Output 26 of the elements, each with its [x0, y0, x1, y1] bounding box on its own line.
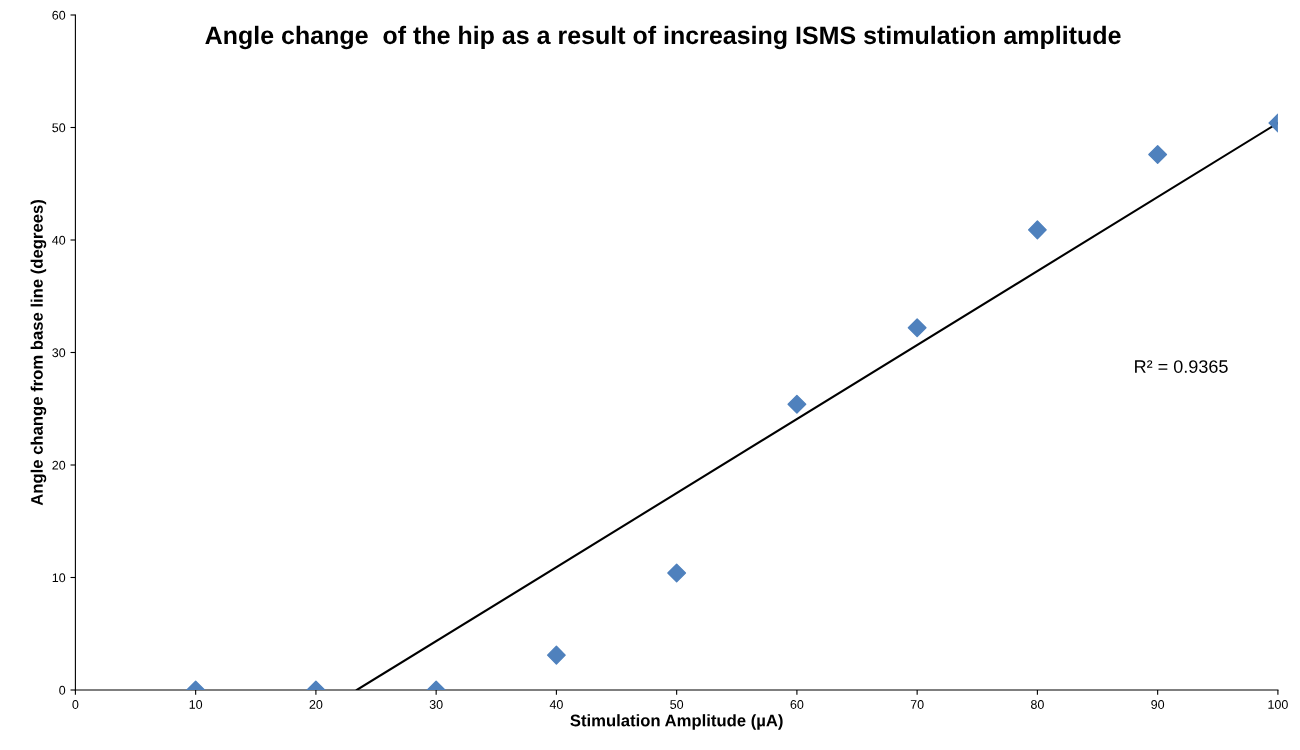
x-tick-label: 10: [189, 700, 203, 709]
x-tick-label: 100: [1268, 700, 1288, 709]
x-tick-label: 20: [309, 700, 323, 709]
point: [907, 318, 927, 338]
y-axis-title: Angle change from base line (degrees): [30, 200, 47, 506]
y-tick-label: 10: [52, 573, 66, 583]
y-tick-label: 0: [59, 685, 66, 695]
x-tick-label: 60: [790, 700, 804, 709]
x-tick-label: 0: [72, 700, 79, 709]
x-tick-label: 50: [670, 700, 684, 709]
point: [787, 394, 807, 414]
x-tick-label: 30: [429, 700, 443, 709]
annotation: R² = 0.9365: [1135, 360, 1228, 373]
y-tick-label: 50: [52, 123, 66, 133]
y-tick-label: 60: [52, 10, 66, 20]
x-tick-label: 40: [549, 700, 563, 709]
y-tick-label: 30: [52, 348, 66, 358]
point: [1148, 145, 1168, 164]
y-tick-label: 20: [52, 460, 66, 470]
x-tick-label: 70: [910, 700, 924, 709]
x-tick-label: 90: [1151, 700, 1165, 709]
point: [1027, 220, 1047, 240]
chart-title: Angle change of the hip as a result of increasing ISMS stimulation amplitude: [205, 25, 1121, 50]
x-tick-label: 80: [1030, 700, 1044, 709]
x-axis-title: Stimulation Amplitude (µA): [570, 714, 783, 730]
y-tick-label: 40: [52, 235, 66, 245]
